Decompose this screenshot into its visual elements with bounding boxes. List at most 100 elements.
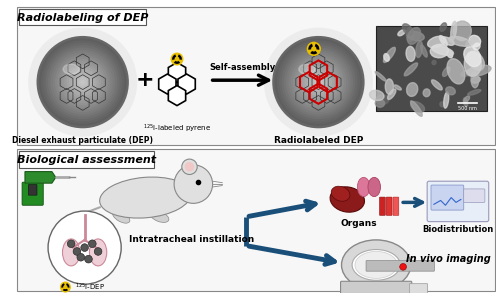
Text: Diesel exhaust particulate (DEP): Diesel exhaust particulate (DEP): [12, 136, 153, 145]
Circle shape: [272, 36, 364, 128]
Text: 500 nm: 500 nm: [458, 106, 477, 111]
Circle shape: [36, 36, 129, 128]
Circle shape: [316, 80, 320, 84]
Ellipse shape: [432, 46, 454, 55]
Circle shape: [78, 77, 88, 87]
Ellipse shape: [385, 79, 394, 94]
Ellipse shape: [464, 47, 481, 67]
Circle shape: [39, 38, 126, 126]
Circle shape: [68, 240, 74, 247]
Circle shape: [314, 77, 323, 87]
Text: Biodistribution: Biodistribution: [422, 225, 494, 234]
FancyBboxPatch shape: [386, 197, 392, 215]
Ellipse shape: [473, 43, 480, 50]
FancyBboxPatch shape: [464, 189, 485, 202]
Wedge shape: [172, 54, 177, 60]
Circle shape: [48, 211, 121, 284]
Circle shape: [296, 59, 342, 105]
Circle shape: [82, 244, 88, 251]
Ellipse shape: [453, 21, 471, 41]
Ellipse shape: [430, 44, 448, 58]
FancyBboxPatch shape: [366, 261, 434, 271]
Text: Radiolabeling of DEP: Radiolabeling of DEP: [17, 13, 148, 23]
Ellipse shape: [468, 90, 481, 95]
Ellipse shape: [342, 240, 411, 290]
Ellipse shape: [461, 70, 472, 77]
Text: Organs: Organs: [340, 219, 377, 228]
Circle shape: [264, 28, 373, 137]
Ellipse shape: [410, 101, 422, 116]
Text: $^{125}$I-labeled pyrene: $^{125}$I-labeled pyrene: [143, 123, 211, 135]
Wedge shape: [310, 49, 318, 54]
Wedge shape: [174, 59, 180, 64]
FancyBboxPatch shape: [19, 9, 146, 25]
Ellipse shape: [468, 51, 484, 70]
Ellipse shape: [406, 83, 418, 96]
Ellipse shape: [384, 47, 396, 62]
Ellipse shape: [376, 99, 384, 107]
Circle shape: [69, 68, 96, 96]
Circle shape: [58, 57, 108, 108]
FancyBboxPatch shape: [28, 184, 37, 195]
Ellipse shape: [331, 186, 350, 201]
Ellipse shape: [450, 21, 456, 40]
Circle shape: [400, 263, 406, 270]
Circle shape: [88, 240, 96, 248]
FancyBboxPatch shape: [427, 181, 488, 222]
Circle shape: [286, 50, 351, 115]
Ellipse shape: [90, 239, 107, 266]
Ellipse shape: [368, 177, 380, 197]
Circle shape: [282, 45, 356, 119]
Text: Intratracheal instillation: Intratracheal instillation: [129, 235, 254, 244]
Circle shape: [174, 165, 212, 203]
Wedge shape: [177, 54, 182, 60]
Circle shape: [298, 61, 339, 103]
Circle shape: [66, 66, 99, 98]
Polygon shape: [25, 172, 56, 183]
Ellipse shape: [406, 46, 415, 61]
Wedge shape: [314, 44, 320, 50]
Ellipse shape: [442, 67, 450, 77]
Circle shape: [60, 282, 70, 292]
Ellipse shape: [464, 96, 469, 103]
Circle shape: [279, 43, 357, 121]
Ellipse shape: [384, 54, 390, 61]
Ellipse shape: [406, 28, 414, 42]
Circle shape: [81, 244, 88, 251]
Text: Biological assessment: Biological assessment: [17, 155, 156, 165]
FancyBboxPatch shape: [393, 197, 399, 215]
FancyBboxPatch shape: [431, 185, 464, 210]
Ellipse shape: [466, 65, 491, 76]
Ellipse shape: [466, 41, 470, 48]
Circle shape: [80, 80, 85, 84]
Ellipse shape: [464, 98, 468, 106]
Ellipse shape: [375, 71, 386, 81]
Circle shape: [78, 254, 84, 261]
Circle shape: [94, 248, 102, 255]
Ellipse shape: [402, 24, 413, 35]
FancyBboxPatch shape: [19, 151, 154, 168]
Ellipse shape: [448, 36, 471, 46]
Circle shape: [171, 53, 183, 65]
Ellipse shape: [410, 102, 424, 112]
Ellipse shape: [441, 37, 454, 45]
FancyBboxPatch shape: [380, 197, 386, 215]
Ellipse shape: [468, 35, 480, 47]
Ellipse shape: [464, 52, 481, 76]
Circle shape: [277, 41, 360, 124]
Circle shape: [176, 57, 178, 61]
Circle shape: [46, 45, 120, 119]
Ellipse shape: [355, 251, 398, 278]
Circle shape: [76, 75, 90, 89]
FancyBboxPatch shape: [376, 26, 487, 111]
Circle shape: [89, 240, 96, 247]
Ellipse shape: [352, 250, 400, 280]
Circle shape: [77, 253, 84, 261]
Circle shape: [84, 255, 92, 263]
Circle shape: [284, 48, 353, 117]
Circle shape: [74, 248, 80, 255]
FancyBboxPatch shape: [340, 281, 412, 299]
Ellipse shape: [370, 90, 384, 100]
Circle shape: [74, 73, 92, 91]
Ellipse shape: [150, 211, 169, 222]
